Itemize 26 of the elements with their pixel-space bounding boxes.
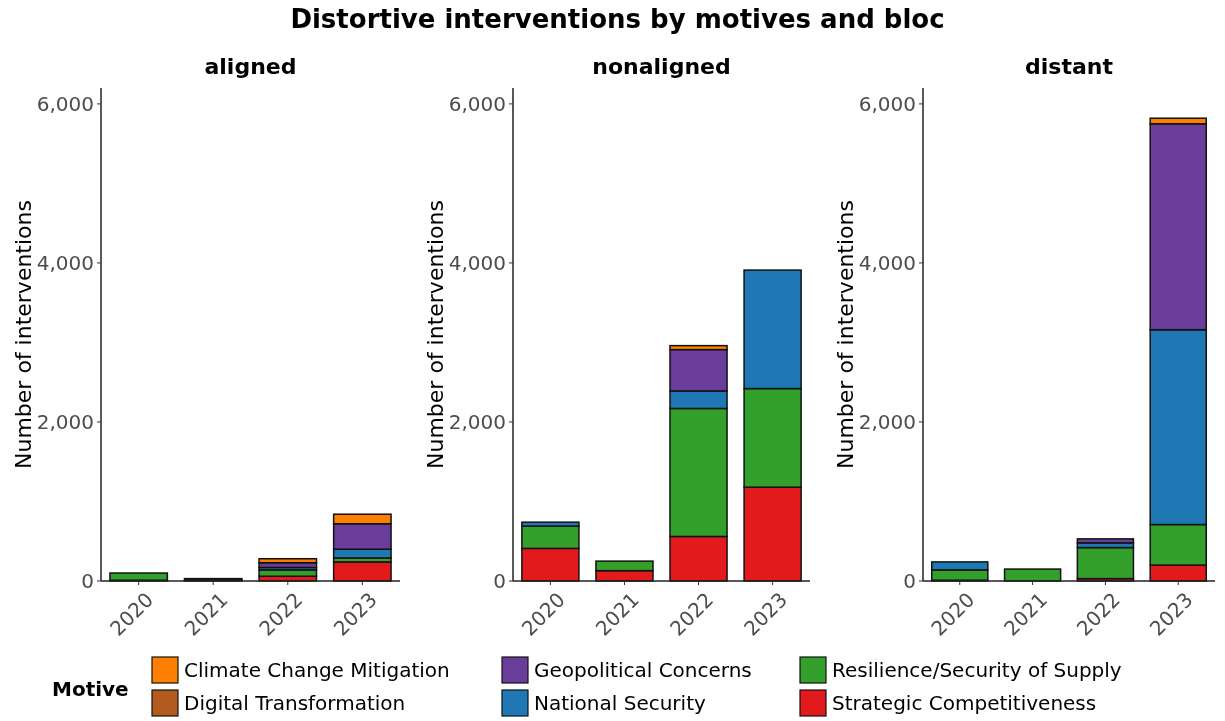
y-axis-title: Number of interventions: [11, 200, 36, 469]
y-tick-label: 6,000: [36, 91, 94, 116]
legend-label: National Security: [534, 691, 706, 715]
legend-label: Strategic Competitiveness: [832, 691, 1097, 715]
y-tick-label: 0: [493, 569, 506, 593]
legend-title: Motive: [52, 677, 129, 701]
y-tick-label: 0: [903, 569, 916, 593]
y-tick-label: 2,000: [36, 409, 94, 434]
chart-title: distant: [1025, 54, 1114, 79]
chart-title: aligned: [204, 54, 297, 79]
y-tick-label: 4,000: [448, 250, 506, 275]
legend-label: Climate Change Mitigation: [184, 658, 450, 682]
y-axis-title: Number of interventions: [423, 200, 448, 469]
legend-label: Digital Transformation: [184, 691, 406, 715]
y-tick-label: 4,000: [36, 250, 94, 275]
legend-label: Resilience/Security of Supply: [832, 658, 1122, 682]
y-tick-label: 0: [81, 569, 94, 593]
chart-title: nonaligned: [592, 54, 731, 79]
y-tick-label: 6,000: [448, 91, 506, 116]
y-tick-label: 6,000: [858, 91, 916, 116]
text: Distortive interventions by motives and bloc: [290, 4, 945, 34]
y-axis-title: Number of interventions: [833, 200, 858, 469]
y-tick-label: 2,000: [448, 409, 506, 434]
y-tick-label: 2,000: [858, 409, 916, 434]
legend-label: Geopolitical Concerns: [534, 658, 752, 682]
y-tick-label: 4,000: [858, 250, 916, 275]
